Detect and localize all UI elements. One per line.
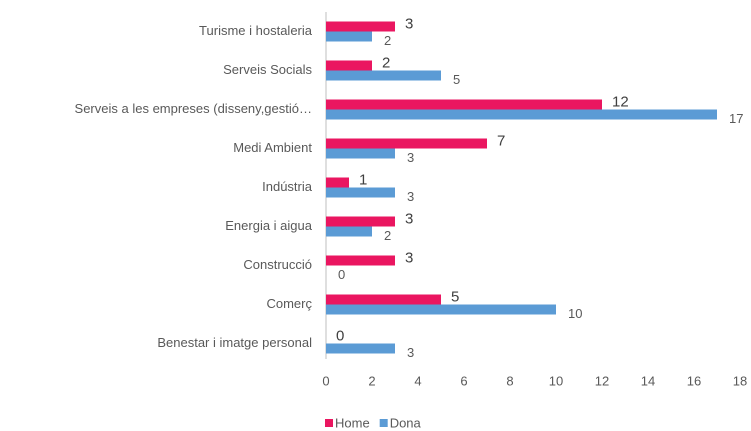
data-label: 2 (384, 33, 391, 48)
data-label: 17 (729, 111, 743, 126)
bar (326, 60, 372, 71)
y-tick-label: Turisme i hostaleria (199, 23, 313, 38)
y-tick-label: Serveis a les empreses (disseny,gestió… (75, 101, 312, 116)
y-tick-label: Benestar i imatge personal (157, 335, 312, 350)
x-tick-label: 18 (733, 373, 747, 388)
data-label: 0 (338, 267, 345, 282)
data-label: 5 (451, 288, 459, 305)
x-tick-label: 2 (368, 373, 375, 388)
data-label: 3 (407, 189, 414, 204)
bar (326, 177, 349, 188)
bar (326, 216, 395, 227)
bar (326, 226, 372, 237)
y-tick-label: Comerç (266, 296, 312, 311)
data-label: 3 (405, 15, 413, 32)
legend-swatch (379, 419, 388, 427)
y-tick-label: Indústria (262, 179, 313, 194)
y-tick-label: Construcció (243, 257, 312, 272)
bar (326, 70, 441, 81)
bar (326, 21, 395, 32)
y-tick-label: Energia i aigua (225, 218, 312, 233)
data-label: 1 (359, 171, 367, 188)
bar (326, 294, 441, 305)
data-label: 3 (405, 210, 413, 227)
data-label: 2 (382, 54, 390, 71)
bar (326, 138, 487, 149)
x-tick-label: 12 (595, 373, 609, 388)
y-tick-label: Serveis Socials (223, 62, 312, 77)
data-label: 7 (497, 132, 505, 149)
bar (326, 99, 602, 110)
legend-swatch (325, 419, 333, 427)
data-label: 5 (453, 72, 460, 87)
bar (326, 109, 717, 120)
x-tick-label: 14 (641, 373, 655, 388)
x-tick-label: 6 (460, 373, 467, 388)
data-label: 3 (405, 249, 413, 266)
bar (326, 187, 395, 198)
x-tick-label: 8 (506, 373, 513, 388)
bar (326, 304, 556, 315)
data-label: 2 (384, 228, 391, 243)
bar (326, 148, 395, 159)
legend-label: Home (335, 415, 370, 430)
bar (326, 255, 395, 266)
x-tick-label: 16 (687, 373, 701, 388)
data-label: 10 (568, 306, 582, 321)
bar (326, 31, 372, 42)
data-label: 0 (336, 327, 344, 344)
y-tick-label: Medi Ambient (233, 140, 312, 155)
x-tick-label: 0 (322, 373, 329, 388)
data-label: 3 (407, 345, 414, 360)
legend-label: Dona (390, 415, 422, 430)
data-label: 3 (407, 150, 414, 165)
x-tick-label: 4 (414, 373, 421, 388)
data-label: 12 (612, 93, 629, 110)
x-tick-label: 10 (549, 373, 563, 388)
bar (326, 343, 395, 354)
